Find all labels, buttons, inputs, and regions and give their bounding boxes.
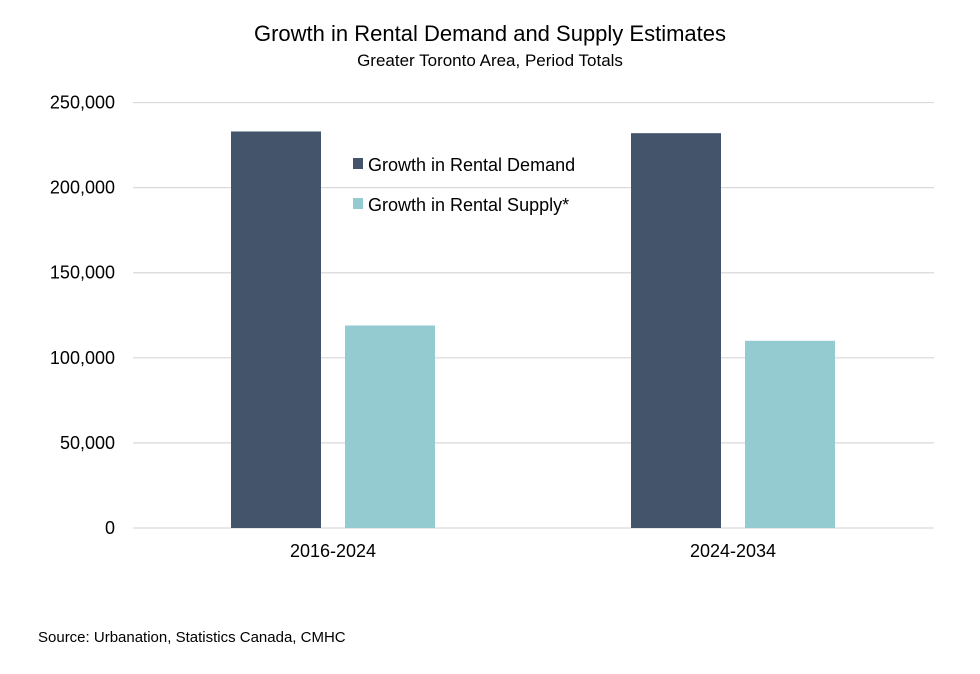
y-tick-label: 50,000 [60, 433, 115, 453]
y-axis-tick-labels: 0 50,000 100,000 150,000 200,000 250,000 [50, 93, 115, 538]
chart-title: Growth in Rental Demand and Supply Estim… [254, 21, 726, 46]
x-axis-tick-labels: 2016-2024 2024-2034 [290, 541, 776, 561]
x-tick-label: 2024-2034 [690, 541, 776, 561]
bar-demand-2024-2034 [631, 133, 721, 529]
legend-swatch-demand [353, 158, 363, 169]
source-note: Source: Urbanation, Statistics Canada, C… [38, 629, 346, 646]
y-tick-label: 100,000 [50, 348, 115, 368]
y-tick-label: 200,000 [50, 178, 115, 198]
y-tick-label: 150,000 [50, 263, 115, 283]
legend-label-supply: Growth in Rental Supply* [368, 195, 569, 215]
bar-supply-2024-2034 [745, 340, 835, 528]
legend: Growth in Rental Demand Growth in Rental… [353, 155, 575, 215]
y-tick-label: 250,000 [50, 93, 115, 113]
bars [231, 131, 835, 529]
x-tick-label: 2016-2024 [290, 541, 376, 561]
legend-swatch-supply [353, 198, 363, 209]
y-tick-label: 0 [105, 518, 115, 538]
chart-subtitle: Greater Toronto Area, Period Totals [357, 51, 623, 70]
legend-label-demand: Growth in Rental Demand [368, 155, 575, 175]
bar-demand-2016-2024 [231, 131, 321, 528]
bar-supply-2016-2024 [345, 325, 435, 528]
